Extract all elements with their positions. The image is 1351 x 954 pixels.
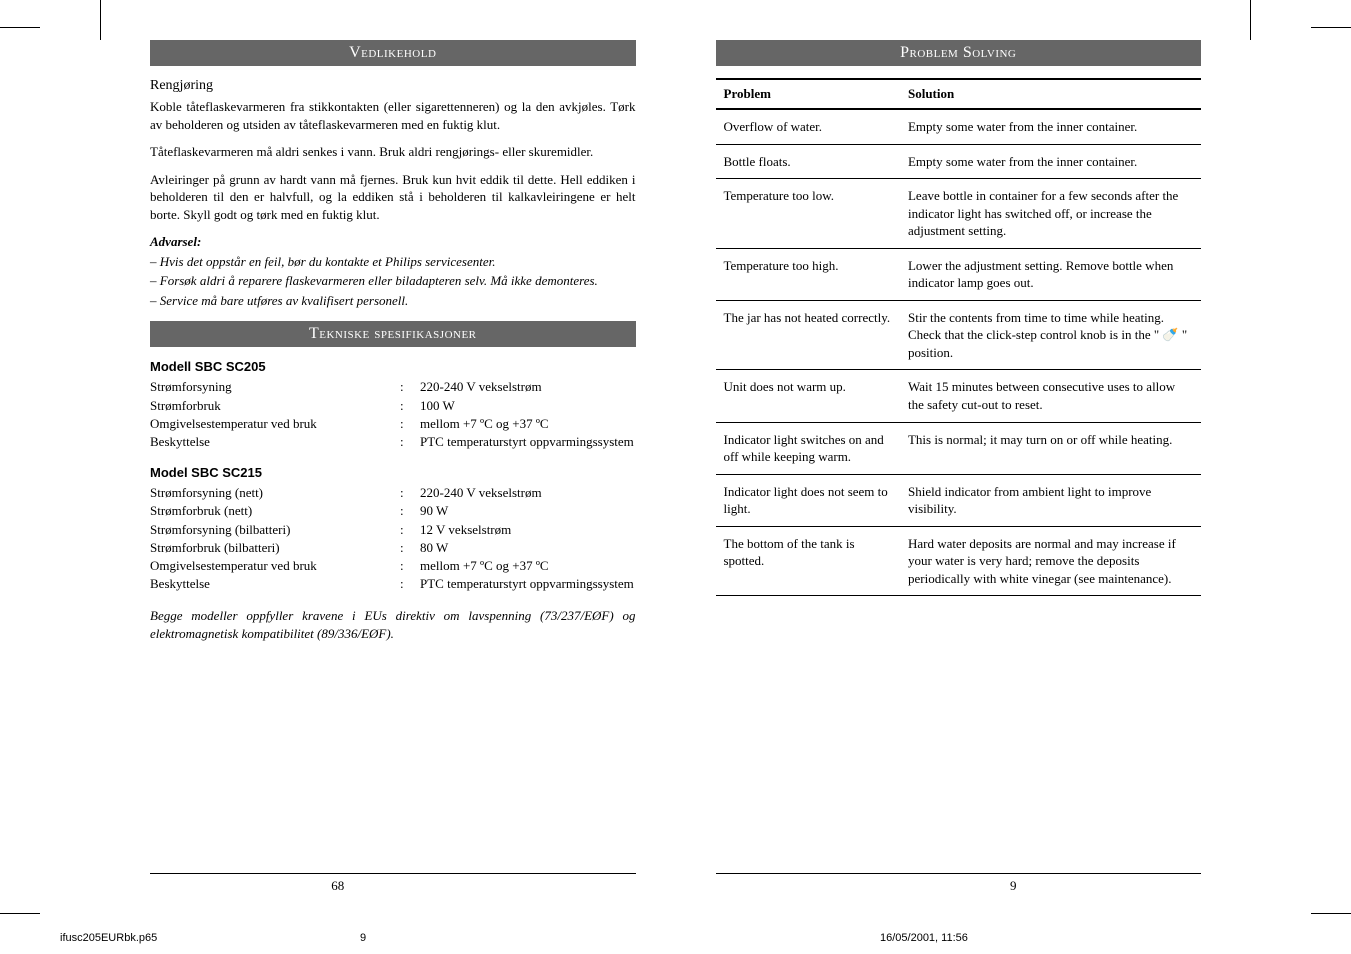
list-item: Service må bare utføres av kvalifisert p… — [150, 292, 636, 310]
spec-row: Omgivelsestemperatur ved bruk:mellom +7 … — [150, 557, 636, 575]
spec-row: Strømforbruk (nett):90 W — [150, 502, 636, 520]
crop-mark — [100, 0, 101, 40]
table-row: Overflow of water.Empty some water from … — [716, 109, 1202, 144]
paragraph: Tåteflaskevarmeren må aldri senkes i van… — [150, 143, 636, 161]
spec-title: Modell SBC SC205 — [150, 359, 636, 374]
right-page: Problem Solving Problem Solution Overflo… — [676, 0, 1351, 954]
paragraph: Avleiringer på grunn av hardt vann må fj… — [150, 171, 636, 224]
table-body: Overflow of water.Empty some water from … — [716, 109, 1202, 596]
page-number: 68 — [0, 878, 676, 894]
table-header-problem: Problem — [716, 79, 900, 109]
divider — [716, 873, 1202, 874]
subheading-cleaning: Rengjøring — [150, 78, 636, 94]
section-header-specs: Tekniske spesifikasjoner — [150, 321, 636, 347]
warning-title: Advarsel: — [150, 233, 636, 251]
divider — [150, 873, 636, 874]
section-header-maintenance: Vedlikehold — [150, 40, 636, 66]
footer-pagenum: 9 — [360, 932, 366, 944]
list-item: Hvis det oppstår en feil, bør du kontakt… — [150, 253, 636, 271]
spec-row: Beskyttelse:PTC temperaturstyrt oppvarmi… — [150, 433, 636, 451]
spec-row: Strømforsyning:220-240 V vekselstrøm — [150, 378, 636, 396]
warning-list: Hvis det oppstår en feil, bør du kontakt… — [150, 253, 636, 310]
footer-filename: ifusc205EURbk.p65 — [60, 932, 157, 944]
spec-block-205: Modell SBC SC205 Strømforsyning:220-240 … — [150, 359, 636, 451]
paragraph: Koble tåteflaskevarmeren fra stikkontakt… — [150, 98, 636, 133]
table-header-solution: Solution — [900, 79, 1201, 109]
crop-mark — [0, 27, 40, 28]
table-row: Indicator light switches on and off whil… — [716, 422, 1202, 474]
page-number: 9 — [676, 878, 1351, 894]
table-row: The jar has not heated correctly.Stir th… — [716, 300, 1202, 370]
spec-row: Strømforbruk:100 W — [150, 397, 636, 415]
table-row: Bottle floats.Empty some water from the … — [716, 144, 1202, 179]
crop-mark — [1311, 27, 1351, 28]
left-page: Vedlikehold Rengjøring Koble tåteflaskev… — [0, 0, 676, 954]
spec-row: Strømforbruk (bilbatteri):80 W — [150, 539, 636, 557]
spec-title: Model SBC SC215 — [150, 465, 636, 480]
section-header-problems: Problem Solving — [716, 40, 1202, 66]
footnote: Begge modeller oppfyller kravene i EUs d… — [150, 607, 636, 642]
crop-mark — [0, 913, 40, 914]
spec-row: Strømforsyning (nett):220-240 V vekselst… — [150, 484, 636, 502]
footer-date: 16/05/2001, 11:56 — [880, 932, 968, 944]
spec-row: Strømforsyning (bilbatteri):12 V veksels… — [150, 521, 636, 539]
table-row: Temperature too low.Leave bottle in cont… — [716, 179, 1202, 249]
spec-block-215: Model SBC SC215 Strømforsyning (nett):22… — [150, 465, 636, 593]
table-row: Temperature too high.Lower the adjustmen… — [716, 248, 1202, 300]
table-row: The bottom of the tank is spotted.Hard w… — [716, 526, 1202, 596]
table-row: Unit does not warm up.Wait 15 minutes be… — [716, 370, 1202, 422]
problem-table: Problem Solution Overflow of water.Empty… — [716, 78, 1202, 596]
crop-mark — [1250, 0, 1251, 40]
list-item: Forsøk aldri å reparere flaskevarmeren e… — [150, 272, 636, 290]
crop-mark — [1311, 913, 1351, 914]
spec-row: Omgivelsestemperatur ved bruk:mellom +7 … — [150, 415, 636, 433]
spec-row: Beskyttelse:PTC temperaturstyrt oppvarmi… — [150, 575, 636, 593]
table-row: Indicator light does not seem to light.S… — [716, 474, 1202, 526]
